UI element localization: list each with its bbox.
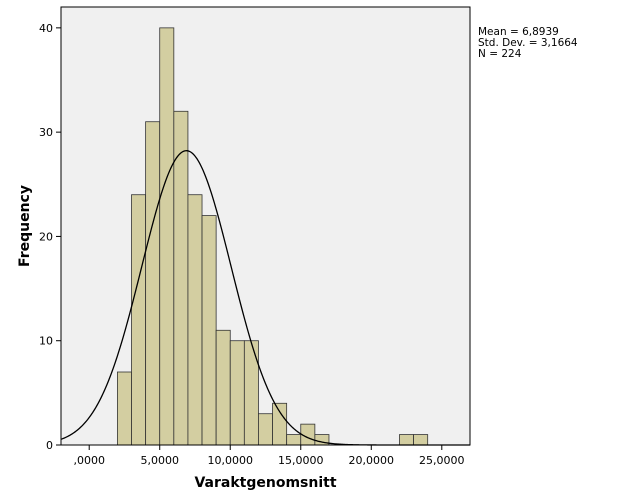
y-axis-label: Frequency <box>17 185 33 267</box>
stats-box: Mean = 6,8939 Std. Dev. = 3,1664 N = 224 <box>478 27 578 60</box>
histogram-bar <box>215 329 231 446</box>
histogram-bar <box>399 434 414 446</box>
histogram-bar <box>258 413 273 446</box>
y-tick-label: 40 <box>39 22 53 35</box>
y-tick-label: 10 <box>39 335 53 348</box>
stats-sd: Std. Dev. = 3,1664 <box>478 37 578 49</box>
x-tick-label: 25,0000 <box>419 454 465 467</box>
x-tick-label: ,0000 <box>73 454 105 467</box>
histogram-bar <box>173 110 189 446</box>
histogram-bar <box>145 121 161 446</box>
plot-frame <box>60 6 471 446</box>
y-tick-label: 30 <box>39 126 53 139</box>
histogram-bar <box>413 434 429 446</box>
x-tick-label: 5,0000 <box>140 454 179 467</box>
histogram-bar <box>187 194 203 446</box>
x-tick-label: 10,0000 <box>207 454 253 467</box>
histogram-bar <box>117 371 132 446</box>
axes: ,0000 5,0000 10,0000 15,0000 20,0000 25,0000 0… <box>39 22 465 467</box>
y-tick-label: 20 <box>39 230 53 243</box>
histogram-bar <box>286 434 302 446</box>
histogram-bar <box>201 215 217 446</box>
histogram-bars <box>117 27 429 446</box>
stats-mean: Mean = 6,8939 <box>478 26 559 38</box>
histogram-bar <box>229 340 245 446</box>
x-tick-label: 20,0000 <box>349 454 395 467</box>
x-axis-label: Varaktgenomsnitt <box>194 475 336 491</box>
y-tick-label: 0 <box>46 439 53 452</box>
histogram-bar <box>131 194 147 446</box>
x-tick-label: 15,0000 <box>278 454 324 467</box>
histogram-bar <box>272 402 288 446</box>
stats-n: N = 224 <box>478 48 522 60</box>
histogram-bar <box>159 27 175 446</box>
histogram-bar <box>243 340 259 446</box>
